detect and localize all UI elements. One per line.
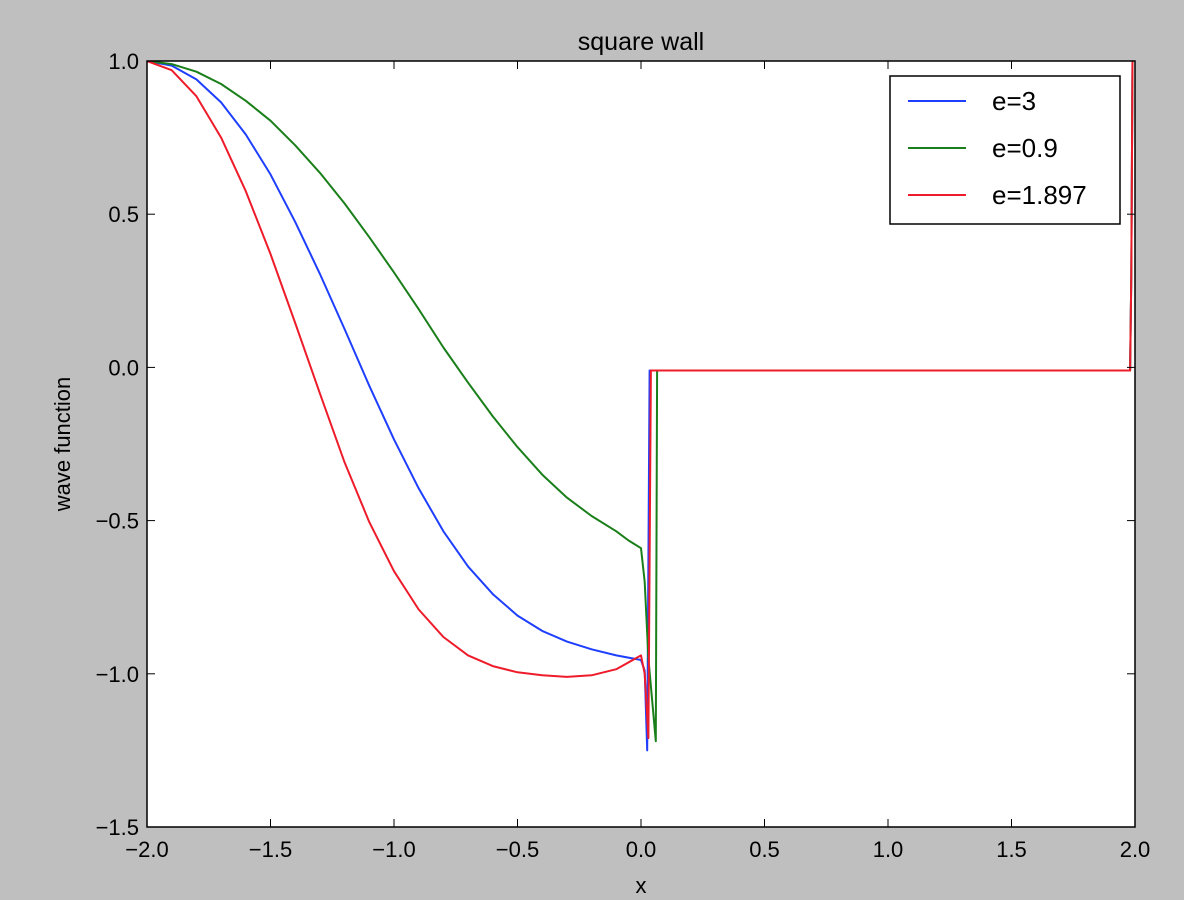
- x-tick-label: 2.0: [1120, 837, 1151, 862]
- x-tick-label: −0.5: [496, 837, 539, 862]
- series-line-e3: [147, 61, 1134, 752]
- x-tick-label: −1.0: [372, 837, 415, 862]
- y-tick-label: 0.5: [108, 202, 139, 227]
- y-tick-label: 1.0: [108, 49, 139, 74]
- x-tick-label: −2.0: [125, 837, 168, 862]
- y-tick-label: −0.5: [96, 509, 139, 534]
- y-axis-label: wave function: [50, 377, 75, 513]
- x-axis: −2.0 −1.5 −1.0 −0.5 0.0 0.5 1.0 1.5 2.0: [125, 61, 1150, 862]
- y-axis: 1.0 0.5 0.0 −0.5 −1.0 −1.5: [96, 49, 1135, 840]
- x-tick-label: −1.5: [249, 837, 292, 862]
- legend-label-e3: e=3: [992, 86, 1036, 116]
- chart-title: square wall: [578, 28, 704, 56]
- series-group: [147, 61, 1134, 752]
- y-tick-label: 0.0: [108, 355, 139, 380]
- series-line-e0.9: [147, 61, 1134, 743]
- y-tick-label: −1.0: [96, 662, 139, 687]
- legend-label-e0.9: e=0.9: [992, 133, 1058, 163]
- y-tick-label: −1.5: [96, 815, 139, 840]
- series-line-e1.897: [147, 61, 1134, 740]
- legend-label-e1.897: e=1.897: [992, 180, 1087, 210]
- x-axis-label: x: [636, 873, 647, 898]
- x-tick-label: 1.0: [873, 837, 904, 862]
- x-tick-label: 0.5: [749, 837, 780, 862]
- x-tick-label: 1.5: [996, 837, 1027, 862]
- legend: e=3 e=0.9 e=1.897: [889, 75, 1121, 225]
- x-tick-label: 0.0: [626, 837, 657, 862]
